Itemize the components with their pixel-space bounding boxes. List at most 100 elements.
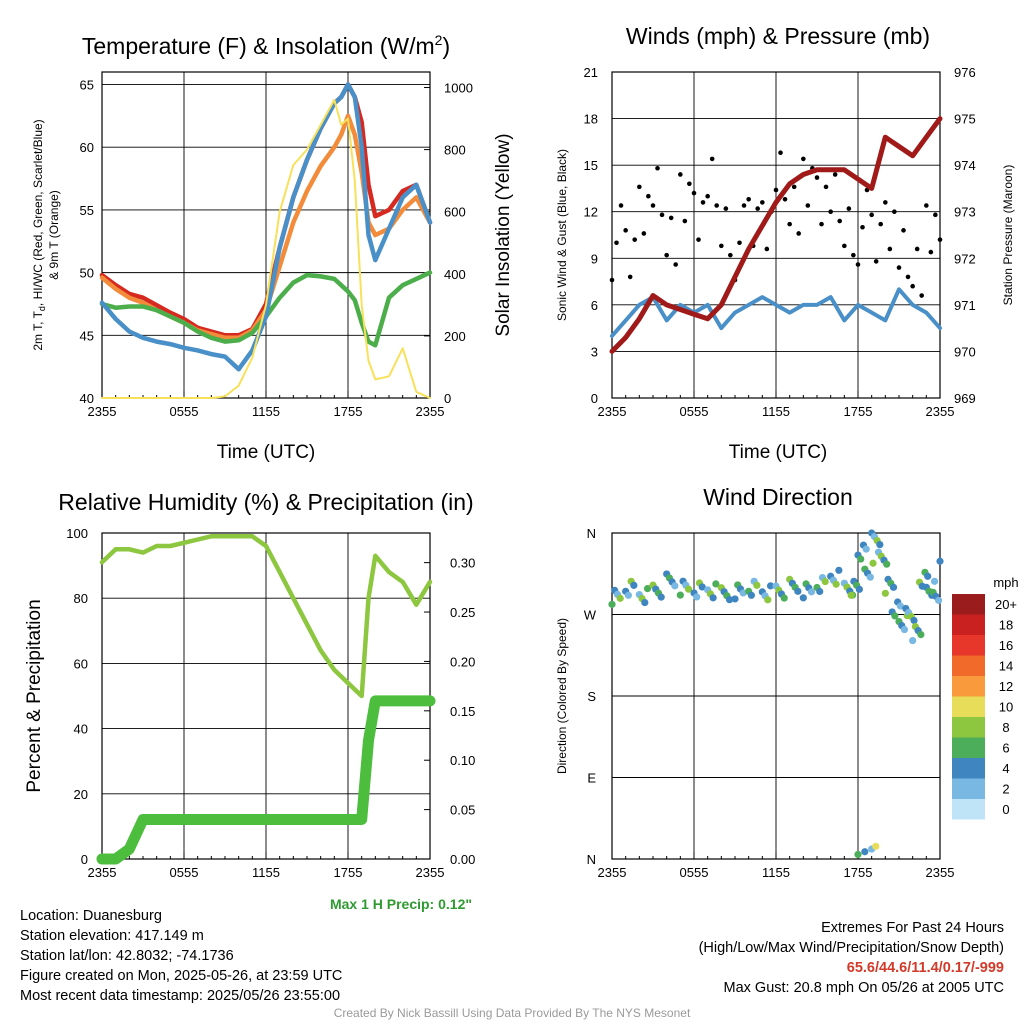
gust-point [623,228,628,233]
y-tick-label: 55 [80,203,94,218]
ylabel-subscript: d [37,306,47,311]
legend-label: 18 [999,618,1013,633]
gust-point [664,252,669,258]
series-blue [99,82,433,372]
gust-point [883,200,888,205]
y-tick-label: 6 [591,298,598,313]
max-precip-note: Max 1 H Precip: 0.12" [329,896,472,912]
series-green [99,270,433,348]
direction-point [608,600,616,608]
title-superscript: 2 [435,32,443,48]
y-tick-label: 40 [74,722,88,737]
y-tick-label: 80 [74,591,88,606]
gust-point [632,237,637,242]
legend-swatch [952,778,985,799]
y-right-axis-label: Solar Insolation (Yellow) [493,133,514,336]
gust-point [737,240,742,246]
x-tick-label: 0555 [680,404,709,419]
direction-point [764,596,772,604]
chart-panel-2: 2355 0555 1155 1755 235503691215182196997097… [555,23,1015,463]
y-tick-label: 0 [591,391,598,406]
direction-point [698,583,706,591]
direction-point [876,540,884,549]
y-right-tick-label: 976 [954,65,976,80]
legend-swatch [952,717,985,738]
legend-label: 12 [999,679,1013,694]
direction-point [917,631,925,639]
gust-point [650,203,656,208]
y-tick-label: 20 [74,787,88,802]
x-tick-label: 2355 [88,865,117,880]
direction-point [684,585,693,593]
y-tick-label: S [587,689,596,704]
y-axis-label: Percent & Precipitation [24,599,45,792]
series-wind [610,287,942,338]
gust-point [901,228,906,233]
direction-point [816,587,824,596]
legend-label: 6 [1002,741,1009,756]
gust-point [755,206,760,211]
direction-point [739,589,747,597]
gust-point [791,184,797,190]
direction-point [725,596,734,604]
legend-swatch [952,758,985,779]
latlon-text: Station lat/lon: 42.8032; -74.1736 [20,948,234,964]
x-tick-label: 2355 [926,865,955,880]
gust-point [787,221,792,227]
direction-point [747,591,756,599]
x-tick-label: 1155 [762,865,790,880]
gust-point [828,209,833,215]
y-axis-label: Direction (Colored By Speed) [555,618,569,774]
credit-text: Created By Nick Bassill Using Data Provi… [333,1006,691,1020]
direction-point [881,589,889,597]
gust-point [700,200,706,205]
gust-point [860,224,865,230]
gust-point [846,206,852,211]
gust-point [782,196,788,202]
y-right-tick-label: 0.20 [450,654,475,669]
direction-point [832,580,840,588]
gust-point [796,231,801,236]
direction-point [780,594,788,602]
chart-panel-1: 2355 0555 1155 1755 235540455055606502004006… [31,32,514,463]
gust-point [682,218,688,224]
gust-point [778,150,783,156]
direction-point [624,591,633,599]
direction-point [821,577,829,586]
direction-point [889,583,898,591]
y-tick-label: E [587,771,596,786]
y-right-tick-label: 970 [954,344,976,359]
gust-point [678,172,683,177]
x-tick-label: 1155 [762,404,790,419]
gust-point [801,156,806,162]
speed-legend: mph 20+ 18 16 14 12 10 8 6 4 2 0 [952,575,1019,820]
direction-point [731,595,739,603]
y-axis-label-2: & 9m T (Orange) [47,190,61,280]
direction-point [866,573,874,581]
gust-point [814,175,820,180]
gust-point [655,165,660,171]
extremes-info: Extremes For Past 24 Hours (High/Low/Max… [699,918,1004,998]
gust-point [764,246,770,252]
direction-point [935,596,943,604]
direction-point [936,557,944,565]
direction-point [910,616,918,625]
gust-point [723,206,729,211]
direction-point [676,591,684,599]
series-rh [99,534,433,699]
gust-point [823,184,829,190]
y-tick-label: 12 [584,205,598,220]
gust-point [719,243,724,249]
gust-point [892,209,897,215]
y-right-tick-label: 971 [954,298,976,313]
direction-point [807,588,816,596]
y-right-tick-label: 0.30 [450,556,475,571]
gust-point [646,193,651,199]
gust-point [668,215,674,221]
direction-point [855,585,863,593]
x-tick-label: 0555 [680,865,709,880]
y-right-tick-label: 800 [444,143,466,158]
x-tick-label: 2355 [598,404,627,419]
y-right-tick-label: 972 [954,251,976,266]
direction-point [900,625,909,634]
